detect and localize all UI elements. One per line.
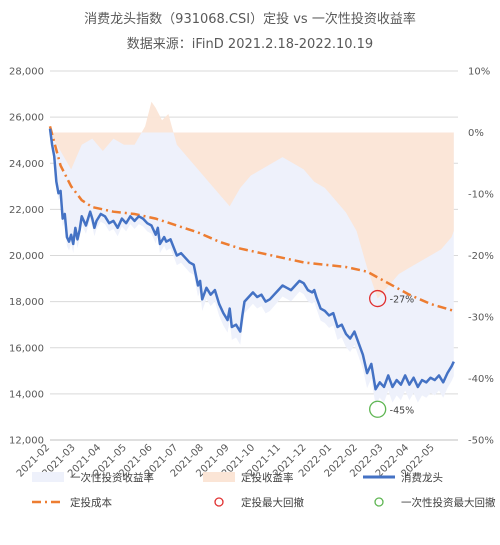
y-left-tick-label: 14,000 (9, 389, 44, 400)
y-right-tick-label: -20% (468, 251, 494, 262)
y-left-tick-label: 22,000 (9, 205, 44, 216)
legend-swatch (32, 472, 64, 482)
legend-item: 消费龙头 (363, 471, 443, 484)
dca-return-area (50, 101, 454, 299)
legend-item: 一次性投资最大回撤 (374, 496, 496, 509)
legend-swatch (374, 497, 384, 507)
chart-subtitle: 数据来源：iFinD 2021.2.18-2022.10.19 (127, 37, 373, 52)
y-right-tick-label: 10% (468, 67, 490, 78)
legend-label: 定投收益率 (241, 471, 294, 484)
legend-label: 一次性投资最大回撤 (401, 496, 496, 509)
lines (48, 126, 455, 391)
y-left-tick-label: 26,000 (9, 113, 44, 124)
legend-item: 定投成本 (32, 496, 112, 509)
y-left-tick-label: 16,000 (9, 343, 44, 354)
y-left-tick-label: 12,000 (9, 436, 44, 447)
drawdown-label: -27% (390, 295, 415, 306)
index-line (48, 128, 455, 391)
annotations: -27% -45% (369, 289, 415, 418)
areas (50, 101, 454, 406)
chart-title: 消费龙头指数（931068.CSI）定投 vs 一次性投资收益率 (84, 11, 416, 27)
legend-swatch (203, 472, 235, 482)
y-left-tick-label: 28,000 (9, 67, 44, 78)
legend-label: 定投最大回撤 (241, 496, 304, 509)
legend-label: 一次性投资收益率 (70, 471, 154, 484)
dca-max-drawdown-marker (369, 289, 387, 308)
y-left-tick-label: 18,000 (9, 297, 44, 308)
y-right-tick-label: -40% (468, 374, 494, 385)
lump-max-drawdown-marker (369, 400, 387, 418)
legend-item: 定投收益率 (203, 471, 294, 484)
legend-item: 一次性投资收益率 (32, 471, 154, 484)
drawdown-label: -45% (390, 405, 415, 416)
y-left-tick-label: 20,000 (9, 251, 44, 262)
legend-item: 定投最大回撤 (214, 496, 304, 509)
legend-label: 消费龙头 (401, 471, 443, 484)
y-left-tick-label: 24,000 (9, 159, 44, 170)
y-right-tick-label: -50% (468, 436, 494, 447)
y-right-tick-label: -30% (468, 313, 494, 324)
y-right-tick-label: 0% (468, 128, 484, 139)
y-right-tick-label: -10% (468, 190, 494, 201)
legend-swatch (214, 497, 224, 507)
legend-label: 定投成本 (70, 496, 112, 509)
